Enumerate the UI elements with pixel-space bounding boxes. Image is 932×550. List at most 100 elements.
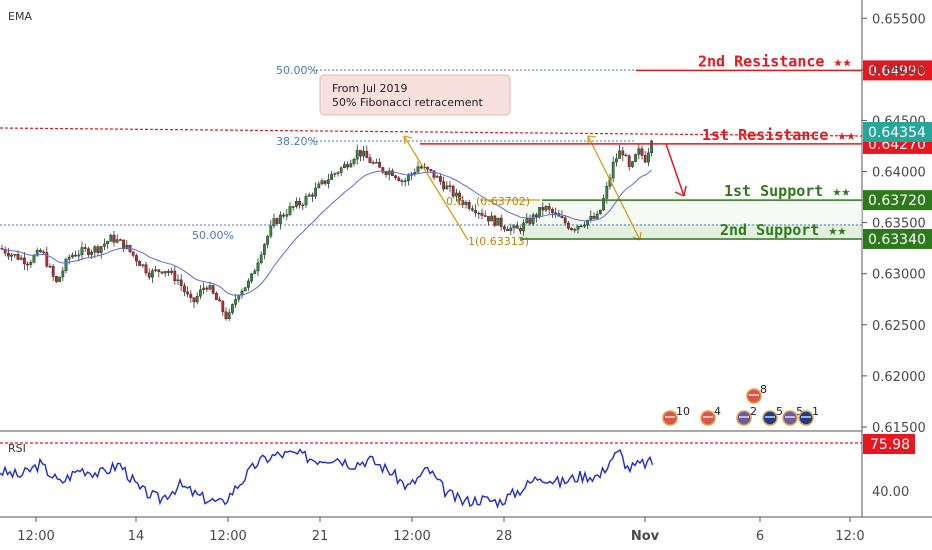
candle-body [304,196,308,206]
ema-indicator-label[interactable]: EMA [8,10,32,23]
candle-body [90,251,94,255]
candle-body [144,264,148,274]
economic-events[interactable]: 10 4 2 585 1 [662,383,819,426]
candle-body [39,250,42,253]
y-tick-label: 0.62000 [872,370,926,385]
candle-body [35,250,39,256]
candle-body [621,150,625,156]
candle-body [186,291,189,295]
y-tick-label: 0.65500 [872,12,926,27]
candle-body [461,200,465,205]
event-flag-icon[interactable] [746,388,762,404]
candle-body [375,162,378,164]
candle-body [55,276,58,282]
candle-body [96,246,100,253]
candle-body [333,173,337,175]
x-tick-label: 28 [496,529,513,544]
candle-body [115,239,119,243]
annotation-line-2: 50% Fibonacci retracement [332,96,483,109]
candle-body [531,214,535,224]
fib-100-label: 1(0.63313) [468,235,529,248]
candle-body [573,229,577,231]
candle-body [346,164,349,168]
candle-body [179,279,183,287]
candle-body [458,192,461,201]
candle-body [407,175,410,181]
candle-body [535,214,538,217]
projection-arrow [665,143,687,197]
candle-body [467,202,471,209]
candle-body [362,150,365,157]
event-flag-icon[interactable] [700,410,716,426]
candle-body [563,217,567,224]
event-flag-icon[interactable] [662,410,678,426]
fib-382-label: 38.20% [276,135,318,148]
x-tick-label: 14 [128,529,145,544]
candle-body [365,150,369,158]
candle-body [589,216,593,221]
current-price-text: 0.64354 [868,125,926,141]
candle-body [583,224,586,227]
candle-body [426,166,429,170]
candle-body [19,257,23,260]
event-flag-icon[interactable] [736,410,752,426]
candle-body [474,210,477,214]
candle-body [634,154,638,162]
candle-body [205,287,209,290]
annotation-box[interactable] [319,74,511,116]
candle-body [605,186,609,199]
candle-body [163,271,167,274]
level-label: 2nd Support ★★ [720,221,846,239]
price-axis[interactable]: 0.655000.650000.645000.640000.635000.630… [862,12,926,436]
candle-body [615,158,618,163]
candle-body [512,225,516,229]
candle-body [182,285,186,293]
candle-body [6,252,10,257]
candle-body [560,216,564,218]
candle-body [141,264,145,266]
rsi-line [0,448,654,509]
candle-body [394,175,397,179]
candle-body [93,246,97,253]
candle-body [551,209,554,214]
candle-body [429,169,433,171]
candle-body [493,215,497,226]
candle-body [480,212,484,216]
event-count: 8 [760,383,767,396]
y-tick-label: 0.63500 [872,217,926,232]
candle-body [192,297,196,303]
candle-body [541,207,545,211]
candle-body [419,166,423,169]
y-tick-label: 0.62500 [872,319,926,334]
candle-body [166,271,170,273]
candle-body [259,254,263,264]
candle-body [647,152,650,163]
candle-body [0,247,4,250]
event-flag-icon[interactable] [798,410,814,426]
time-axis[interactable]: 12:00 14 12:00 21 12:00 28 Nov 6 12:0 [17,517,865,544]
x-tick-label: 12:0 [835,529,864,544]
candle-body [538,207,542,217]
candle-body [86,248,90,255]
candle-body [208,285,212,290]
candle-body [650,140,654,154]
candle-body [314,187,317,197]
candle-body [371,162,375,164]
candle-body [202,287,205,290]
current-price-tag [863,122,932,142]
candle-body [106,241,110,245]
candle-body [307,194,311,197]
candle-body [643,155,647,163]
rsi-indicator-label[interactable]: RSI [8,442,26,455]
candle-body [295,200,298,207]
level-price-text: 0.63340 [868,232,926,248]
candle-body [618,150,622,159]
x-tick-label: 12:00 [17,529,54,544]
candle-body [327,179,330,184]
x-tick-label: 21 [312,529,329,544]
event-flag-icon[interactable] [782,410,798,426]
event-flag-icon[interactable] [762,410,778,426]
candle-body [154,269,157,271]
y-tick-label: 0.64000 [872,166,926,181]
candle-body [397,177,401,182]
